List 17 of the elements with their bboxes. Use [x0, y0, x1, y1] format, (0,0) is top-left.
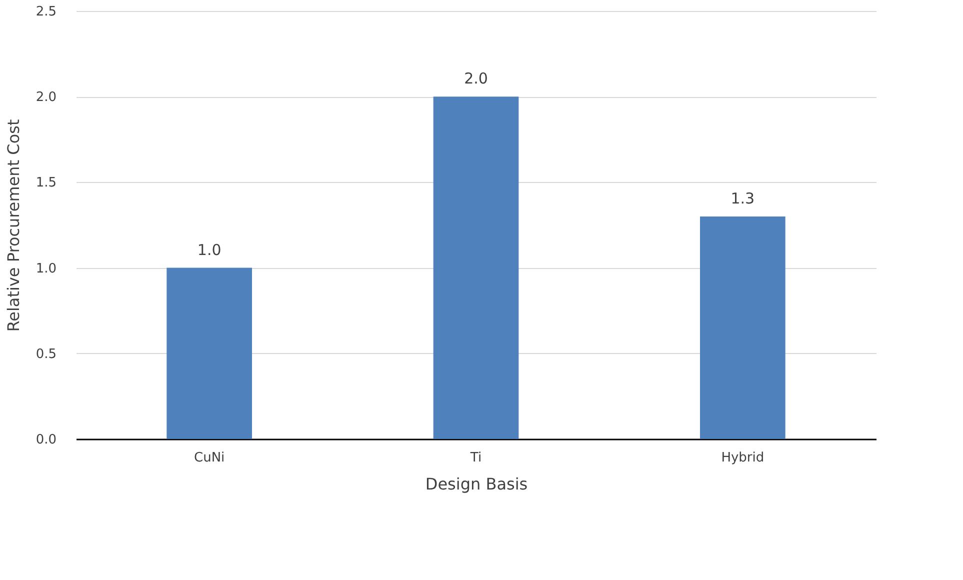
y-tick-label: 2.0	[36, 90, 56, 106]
x-axis-title: Design Basis	[425, 474, 528, 494]
bar	[166, 268, 252, 439]
y-tick-label: 0.0	[36, 432, 56, 448]
bar	[433, 96, 519, 439]
data-label: 2.0	[464, 70, 488, 88]
y-tick-label: 2.5	[36, 4, 56, 20]
data-label: 1.0	[197, 240, 222, 259]
bar	[700, 216, 786, 439]
data-label: 1.3	[730, 189, 755, 208]
y-tick-label: 1.0	[36, 261, 56, 276]
y-tick-label: 0.5	[36, 346, 56, 362]
y-tick-label: 1.5	[36, 176, 56, 191]
x-tick-label: CuNi	[194, 450, 225, 466]
x-tick-label: Ti	[469, 450, 482, 466]
x-tick-label: Hybrid	[721, 450, 764, 466]
y-axis-title: Relative Procurement Cost	[4, 119, 23, 332]
